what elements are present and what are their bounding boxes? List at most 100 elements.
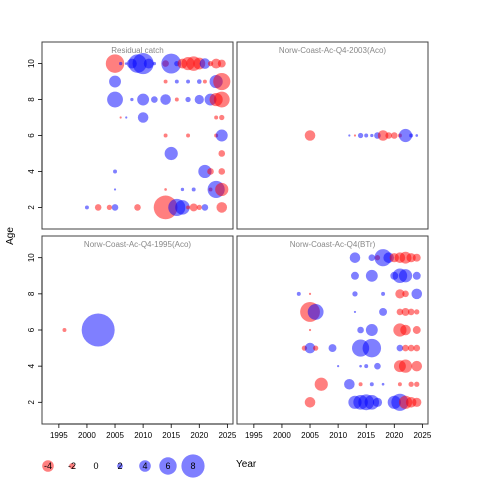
- bubble-point: [411, 288, 423, 300]
- bubble-point: [400, 324, 411, 336]
- bubble-point: [119, 116, 122, 119]
- legend-bubble: [159, 457, 177, 475]
- bubble-point: [160, 94, 171, 105]
- panel-1: Residual catch: [41, 41, 234, 230]
- bubble-point: [304, 342, 316, 354]
- bubble-point: [163, 133, 168, 138]
- bubble-point: [390, 132, 398, 139]
- bubble-point: [137, 93, 150, 106]
- bubble-point: [213, 72, 231, 91]
- bubble-point: [296, 291, 301, 296]
- bubble-point: [218, 150, 226, 157]
- bubble-point: [94, 204, 102, 211]
- bubble-point: [130, 97, 134, 102]
- bubble-point: [349, 252, 361, 263]
- bubble-point: [161, 53, 182, 74]
- panel-2: Norw-Coast-Ac-Q4-2003(Aco): [236, 41, 429, 230]
- y-tick-label: 10: [27, 253, 36, 262]
- bubble-point: [201, 204, 209, 211]
- bubble-point: [215, 129, 228, 142]
- bubble-point: [152, 61, 157, 66]
- bubble-point: [412, 271, 421, 280]
- bubble-point: [134, 204, 141, 211]
- bubble-point: [348, 134, 351, 137]
- bubble-point: [358, 382, 363, 387]
- bubble-point: [137, 112, 149, 123]
- bubble-point: [308, 292, 312, 295]
- x-tick-label: 2025: [218, 431, 236, 440]
- bubble-point: [151, 96, 158, 103]
- bubble-point: [398, 359, 413, 373]
- bubble-point: [408, 381, 414, 387]
- bubble-point: [163, 79, 168, 84]
- legend-bubble: [139, 460, 151, 472]
- bubble-point: [353, 134, 357, 137]
- bubble-point: [132, 53, 154, 75]
- x-tick-label: 2010: [329, 431, 347, 440]
- legend-label: -4: [44, 461, 52, 471]
- bubble-point: [214, 115, 219, 120]
- bubble-point: [180, 187, 185, 192]
- bubble-point: [186, 79, 191, 84]
- bubble-point: [362, 338, 382, 358]
- bubble-point: [372, 397, 383, 407]
- bubble-point: [62, 328, 67, 332]
- bubble-point: [199, 58, 211, 69]
- bubble-point: [397, 382, 402, 387]
- bubble-point: [174, 97, 179, 102]
- bubble-point: [304, 130, 316, 141]
- bubble-point: [344, 378, 355, 390]
- bubble-point: [307, 304, 324, 320]
- bubble-point: [191, 187, 196, 192]
- x-tick-label: 2005: [301, 431, 319, 440]
- bubble-point: [186, 205, 191, 210]
- y-axis-label: Age: [5, 227, 16, 245]
- bubble-point: [111, 204, 119, 211]
- x-tick-label: 2015: [162, 431, 180, 440]
- bubble-point: [304, 397, 316, 408]
- legend-label: -2: [68, 461, 76, 471]
- panel-title: Norw-Coast-Ac-Q4(BTr): [290, 240, 376, 249]
- bubble-point: [215, 182, 229, 197]
- legend-bubble: [181, 454, 205, 478]
- y-tick-label: 6: [27, 327, 36, 332]
- bubble-point: [357, 326, 364, 334]
- y-tick-label: 2: [27, 205, 36, 210]
- legend-bubble: [42, 460, 54, 472]
- bubble-point: [308, 328, 312, 332]
- bubble-point: [385, 132, 392, 139]
- bubble-point: [364, 364, 369, 369]
- bubble-point: [186, 133, 191, 138]
- x-axis-label: Year: [236, 459, 257, 470]
- bubble-point: [407, 344, 415, 352]
- y-tick-label: 4: [27, 169, 36, 174]
- bubble-point: [412, 326, 421, 334]
- bubble-point: [194, 94, 204, 105]
- bubble-point: [396, 344, 404, 352]
- bubble-point: [379, 307, 388, 316]
- bubble-point: [314, 377, 328, 391]
- bubble-point: [396, 308, 404, 316]
- legend: -4 -2 0 2 4 6 8: [42, 454, 205, 478]
- bubble-point: [189, 203, 198, 212]
- panel-title: Residual catch: [111, 46, 163, 55]
- bubble-point: [402, 344, 409, 352]
- bubble-point: [113, 169, 118, 174]
- x-tick-label: 1995: [245, 431, 263, 440]
- bubble-point: [414, 309, 420, 315]
- x-tick-label: 2025: [413, 431, 431, 440]
- bubble-point: [365, 269, 378, 282]
- y-tick-label: 4: [27, 363, 36, 368]
- bubble-point: [219, 114, 225, 121]
- bubble-point: [143, 58, 154, 69]
- bubble-point: [106, 204, 113, 211]
- legend-label: 2: [117, 461, 122, 471]
- bubble-point: [84, 205, 89, 210]
- y-tick-label: 2: [27, 400, 36, 405]
- bubble-point: [369, 382, 374, 387]
- legend-label: 8: [190, 461, 195, 471]
- legend-bubble: [69, 463, 75, 469]
- panel-frame: [236, 41, 429, 230]
- bubble-point: [413, 344, 421, 352]
- legend-label: 6: [165, 461, 170, 471]
